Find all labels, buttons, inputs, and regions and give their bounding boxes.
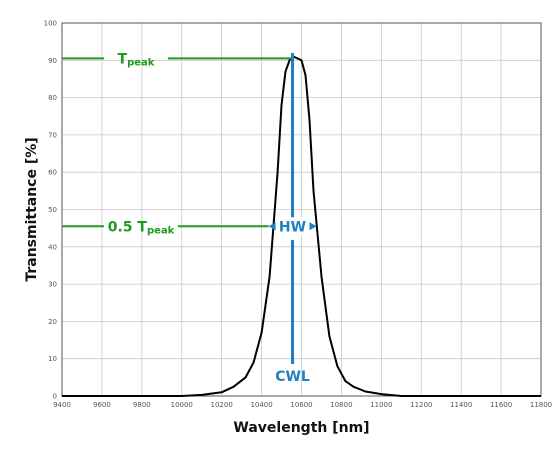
y-tick-label: 20 [48,318,57,326]
grid [61,22,542,397]
series-layer [62,55,541,397]
half-peak-label: 0.5 Tpeak [108,219,175,236]
plot-frame [61,22,542,397]
x-axis-title: Wavelength [nm] [233,420,369,436]
hw-arrow-right [309,222,317,231]
y-tick-label: 80 [48,94,57,102]
transmittance-curve [62,55,541,397]
tick-labels: 9400 9600 9800 10000 10200 10400 10600 10800 110… [44,20,553,410]
x-tick-label: 11200 [410,401,432,409]
cwl-label: CWL [275,369,310,385]
t-peak-label: Tpeak [118,51,155,68]
x-tick-label: 10400 [250,401,272,409]
x-tick-label: 10800 [330,401,352,409]
y-tick-label: 50 [48,206,57,214]
hw-label-bg [278,217,307,236]
y-tick-label: 10 [48,355,57,363]
y-axis-title: Transmittance [%] [24,137,40,281]
y-tick-label: 70 [48,131,57,139]
y-tick-label: 0 [53,393,57,401]
x-tick-label: 10200 [211,401,233,409]
x-tick-label: 10600 [290,401,312,409]
x-tick-label: 11600 [490,401,512,409]
y-tick-label: 30 [48,281,57,289]
hw-arrow-left [268,222,276,231]
y-tick-label: 60 [48,169,57,177]
x-tick-label: 11400 [450,401,472,409]
x-tick-label: 9800 [133,401,151,409]
x-tick-label: 11000 [370,401,392,409]
x-tick-label: 9400 [53,401,71,409]
annotations: Tpeak 0.5 Tpeak CWL HW [62,51,317,385]
hw-label: HW [279,219,306,235]
x-tick-label: 9600 [93,401,111,409]
y-tick-label: 40 [48,243,57,251]
y-tick-label: 90 [48,57,57,65]
x-tick-label: 10000 [171,401,193,409]
x-tick-label: 11800 [530,401,552,409]
y-tick-label: 100 [44,20,57,28]
